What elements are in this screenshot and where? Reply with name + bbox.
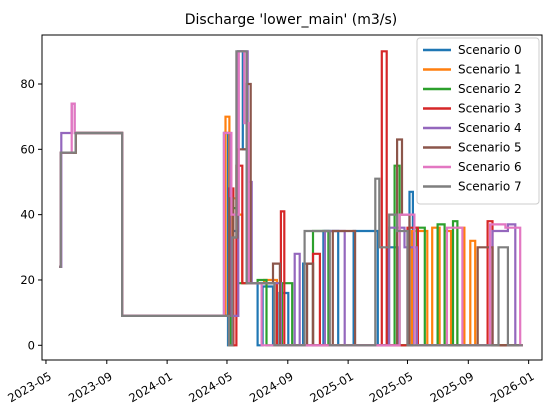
y-tick-label: 80 (20, 77, 35, 91)
legend: Scenario 0 Scenario 1 Scenario 2 Scenario 3… (416, 37, 540, 205)
x-tick-label: 2024-05 (186, 369, 235, 405)
legend-label: Scenario 1 (458, 63, 522, 77)
legend-label: Scenario 5 (458, 141, 522, 155)
plot-frame (41, 34, 543, 361)
x-tick-label: 2024-09 (247, 369, 296, 405)
chart-title: Discharge 'lower_main' (m3/s) (185, 12, 397, 28)
y-axis: 0 20 40 60 80 (20, 77, 42, 352)
legend-label: Scenario 3 (458, 102, 522, 116)
x-tick-label: 2025-09 (428, 369, 477, 405)
y-tick-label: 60 (20, 142, 35, 156)
legend-label: Scenario 6 (458, 160, 522, 174)
y-tick-label: 0 (28, 338, 35, 352)
x-tick-label: 2023-05 (5, 369, 54, 405)
x-tick-label: 2024-01 (126, 369, 175, 405)
series-line-scenario-6 (59, 50, 523, 347)
legend-label: Scenario 4 (458, 121, 522, 135)
plot-area (59, 50, 523, 347)
x-tick-label: 2025-05 (367, 369, 416, 405)
y-tick-label: 20 (20, 273, 35, 287)
legend-box (416, 37, 540, 205)
x-tick-label: 2026-01 (488, 369, 537, 405)
legend-label: Scenario 0 (458, 43, 522, 57)
y-tick-label: 40 (20, 208, 35, 222)
x-tick-label: 2025-01 (307, 369, 356, 405)
legend-label: Scenario 2 (458, 82, 522, 96)
x-tick-label: 2023-09 (66, 369, 115, 405)
x-axis: 2023-05 2023-09 2024-01 2024-05 2024-09 2025-… (5, 360, 537, 405)
legend-label: Scenario 7 (458, 180, 522, 194)
series-line-scenario-7 (59, 50, 523, 347)
